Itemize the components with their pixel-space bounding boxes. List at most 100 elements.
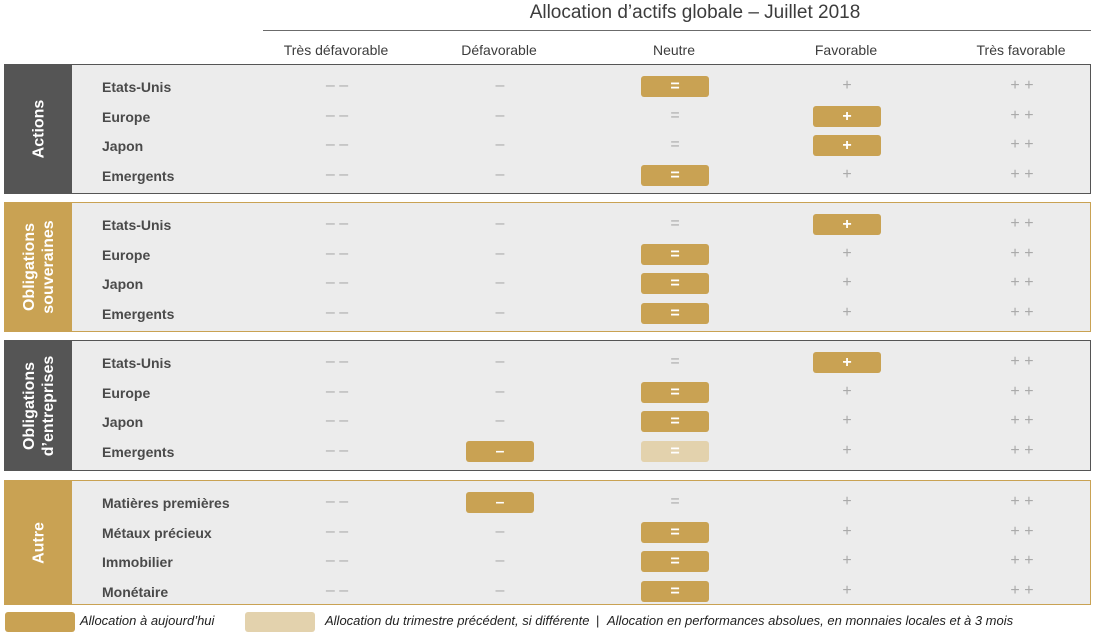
scale-mark: + + — [1010, 552, 1034, 569]
scale-mark: + + — [1010, 274, 1034, 291]
previous-allocation-marker: = — [641, 441, 709, 462]
legend-current-label: Allocation à aujourd’hui — [80, 613, 215, 628]
scale-mark: – – — [325, 304, 349, 321]
scale-mark: – — [495, 582, 505, 599]
current-allocation-marker: + — [813, 106, 881, 127]
legend-current-swatch — [5, 612, 75, 632]
legend-separator: | — [596, 613, 600, 628]
row-label: Europe — [102, 247, 151, 263]
row-label: Emergents — [102, 168, 175, 184]
scale-mark: – – — [325, 166, 349, 183]
scale-mark: – – — [325, 582, 349, 599]
section-band: Actions — [5, 65, 72, 193]
current-allocation-marker: – — [466, 492, 534, 513]
section-label-line: souveraines — [39, 220, 57, 314]
scale-mark: – — [495, 552, 505, 569]
scale-mark: – – — [325, 383, 349, 400]
section-label-line: Obligations — [20, 223, 38, 312]
scale-mark: + + — [1010, 412, 1034, 429]
scale-mark: + — [842, 77, 852, 94]
scale-mark: = — [670, 493, 680, 510]
scale-mark: + + — [1010, 383, 1034, 400]
scale-mark: + + — [1010, 107, 1034, 124]
row-label: Etats-Unis — [102, 355, 172, 371]
scale-mark: – – — [325, 442, 349, 459]
scale-mark: + + — [1010, 442, 1034, 459]
legend-previous-swatch — [245, 612, 315, 632]
row-label: Emergents — [102, 444, 175, 460]
scale-mark: + + — [1010, 245, 1034, 262]
scale-mark: = — [670, 136, 680, 153]
scale-mark: + + — [1010, 582, 1034, 599]
scale-mark: + — [842, 245, 852, 262]
row-label: Europe — [102, 109, 151, 125]
allocation-section: Obligations souveraines Etats-Unis – – – = + + … — [4, 202, 1091, 332]
scale-mark: + — [842, 383, 852, 400]
current-allocation-marker: + — [813, 352, 881, 373]
scale-mark: + + — [1010, 136, 1034, 153]
current-allocation-marker: + — [813, 135, 881, 156]
scale-mark: – — [495, 166, 505, 183]
scale-mark: – — [495, 107, 505, 124]
row-label: Métaux précieux — [102, 525, 212, 541]
row-label: Japon — [102, 138, 144, 154]
scale-mark: + — [842, 412, 852, 429]
scale-mark: – — [495, 245, 505, 262]
allocation-section: Obligations d’entreprises Etats-Unis – – – = +… — [4, 340, 1091, 471]
legend-previous-label: Allocation du trimestre précédent, si di… — [325, 613, 590, 628]
scale-mark: + — [842, 493, 852, 510]
scale-mark: – – — [325, 353, 349, 370]
allocation-section: Autre Matières premières – – – = + + + Métaux p… — [4, 480, 1091, 605]
title-divider — [263, 30, 1091, 31]
column-header: Très défavorable — [283, 42, 389, 58]
scale-mark: – — [495, 383, 505, 400]
scale-mark: + + — [1010, 523, 1034, 540]
row-label: Immobilier — [102, 554, 173, 570]
scale-mark: = — [670, 107, 680, 124]
row-label: Etats-Unis — [102, 79, 172, 95]
current-allocation-marker: = — [641, 382, 709, 403]
current-allocation-marker: = — [641, 303, 709, 324]
section-label-line: Obligations — [20, 361, 38, 450]
row-label: Monétaire — [102, 584, 169, 600]
section-label-line: Actions — [30, 99, 47, 159]
column-header: Favorable — [814, 42, 878, 58]
scale-mark: – – — [325, 412, 349, 429]
column-header: Neutre — [652, 42, 696, 58]
scale-mark: – – — [325, 552, 349, 569]
row-label: Emergents — [102, 306, 175, 322]
scale-mark: – – — [325, 215, 349, 232]
scale-mark: + — [842, 304, 852, 321]
current-allocation-marker: = — [641, 551, 709, 572]
scale-mark: + — [842, 442, 852, 459]
scale-mark: – – — [325, 136, 349, 153]
current-allocation-marker: = — [641, 165, 709, 186]
current-allocation-marker: = — [641, 411, 709, 432]
scale-mark: – – — [325, 77, 349, 94]
scale-mark: – — [495, 523, 505, 540]
scale-mark: – – — [325, 245, 349, 262]
column-header: Très favorable — [976, 42, 1066, 58]
row-label: Europe — [102, 385, 151, 401]
section-band: Obligations souveraines — [5, 203, 72, 331]
section-label: Actions — [29, 100, 48, 159]
scale-mark: + — [842, 552, 852, 569]
scale-mark: + — [842, 523, 852, 540]
row-label: Japon — [102, 414, 144, 430]
allocation-section: Actions Etats-Unis – – – = + + + Europe – – – = + + … — [4, 64, 1091, 194]
scale-mark: – — [495, 215, 505, 232]
scale-mark: – — [495, 77, 505, 94]
row-label: Matières premières — [102, 495, 230, 511]
scale-mark: – — [495, 304, 505, 321]
current-allocation-marker: = — [641, 273, 709, 294]
section-label-line: Autre — [30, 521, 47, 564]
scale-mark: – – — [325, 107, 349, 124]
current-allocation-marker: = — [641, 522, 709, 543]
section-label: Obligations souveraines — [20, 220, 58, 313]
scale-mark: = — [670, 353, 680, 370]
scale-mark: – — [495, 412, 505, 429]
scale-mark: + — [842, 582, 852, 599]
scale-mark: – – — [325, 523, 349, 540]
page-title: Allocation d’actifs globale – Juillet 20… — [529, 2, 861, 23]
scale-mark: – — [495, 136, 505, 153]
